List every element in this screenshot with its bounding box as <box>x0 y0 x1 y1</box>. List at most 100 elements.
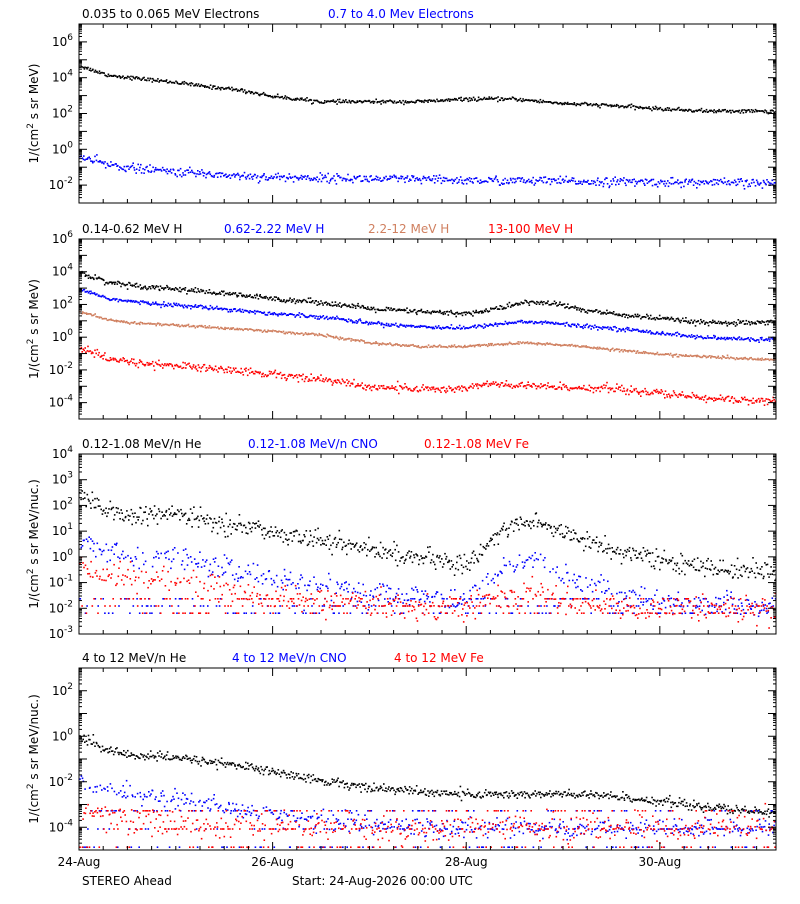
data-point <box>495 382 497 384</box>
data-point <box>161 511 163 513</box>
data-point <box>534 184 536 186</box>
data-point <box>313 333 315 335</box>
data-point <box>756 401 758 403</box>
data-point <box>286 534 288 536</box>
data-point <box>98 505 100 507</box>
data-point <box>440 311 442 313</box>
data-point <box>408 312 410 314</box>
data-point <box>253 311 255 313</box>
data-point <box>541 321 543 323</box>
data-point <box>587 346 589 348</box>
data-point <box>739 322 741 324</box>
data-point <box>733 402 735 404</box>
data-point <box>544 384 546 386</box>
data-point <box>109 360 111 362</box>
data-point <box>480 179 482 181</box>
data-point <box>632 179 634 181</box>
data-point <box>288 539 290 541</box>
data-point <box>493 381 495 383</box>
data-point <box>614 105 616 107</box>
data-point <box>210 305 212 307</box>
data-point <box>382 324 384 326</box>
data-point <box>95 507 97 509</box>
data-point <box>676 318 678 320</box>
data-point <box>669 182 671 184</box>
data-point <box>747 399 749 401</box>
data-point <box>154 370 156 372</box>
data-point <box>180 291 182 293</box>
data-point <box>220 293 222 295</box>
data-point <box>113 507 115 509</box>
data-point <box>296 530 298 532</box>
data-point <box>265 179 267 181</box>
data-point <box>107 360 109 362</box>
data-point <box>437 180 439 182</box>
data-point <box>359 318 361 320</box>
data-point <box>337 317 339 319</box>
data-point <box>603 183 605 185</box>
data-point <box>733 323 735 325</box>
data-point <box>233 173 235 175</box>
data-point <box>596 390 598 392</box>
data-point <box>355 305 357 307</box>
data-point <box>690 181 692 183</box>
data-point <box>353 379 355 381</box>
data-point <box>137 164 139 166</box>
data-point <box>197 516 199 518</box>
data-point <box>642 330 644 332</box>
data-point <box>596 104 598 106</box>
data-point <box>200 371 202 373</box>
data-point <box>310 180 312 182</box>
data-point <box>583 325 585 327</box>
data-point <box>636 316 638 318</box>
data-point <box>506 182 508 184</box>
data-point <box>752 110 754 112</box>
data-point <box>156 513 158 515</box>
data-point <box>712 320 714 322</box>
data-point <box>386 307 388 309</box>
data-point <box>723 322 725 324</box>
data-point <box>536 101 538 103</box>
data-point <box>637 314 639 316</box>
data-point <box>229 174 231 176</box>
data-point <box>357 321 359 323</box>
data-point <box>729 400 731 402</box>
data-point <box>323 177 325 179</box>
data-point <box>223 291 225 293</box>
data-point <box>306 178 308 180</box>
data-point <box>309 301 311 303</box>
data-point <box>153 79 155 81</box>
data-point <box>615 105 617 107</box>
data-point <box>212 522 214 524</box>
data-point <box>196 83 198 85</box>
data-point <box>460 346 462 348</box>
data-point <box>400 176 402 178</box>
data-point <box>434 182 436 184</box>
data-point <box>101 355 103 357</box>
data-point <box>120 509 122 511</box>
data-point <box>194 519 196 521</box>
data-point <box>740 358 742 360</box>
data-point <box>747 186 749 188</box>
data-point <box>355 178 357 180</box>
data-point <box>563 104 565 106</box>
data-point <box>541 177 543 179</box>
data-point <box>430 389 432 391</box>
data-point <box>315 333 317 335</box>
data-point <box>421 309 423 311</box>
data-point <box>116 507 118 509</box>
data-point <box>497 181 499 183</box>
data-point <box>640 395 642 397</box>
data-point <box>220 527 222 529</box>
data-point <box>374 101 376 103</box>
data-point <box>519 177 521 179</box>
data-point <box>294 375 296 377</box>
data-point <box>481 181 483 183</box>
data-point <box>456 388 458 390</box>
data-point <box>586 181 588 183</box>
data-point <box>127 284 129 286</box>
data-point <box>317 318 319 320</box>
data-point <box>275 370 277 372</box>
data-point <box>579 309 581 311</box>
data-point <box>284 532 286 534</box>
